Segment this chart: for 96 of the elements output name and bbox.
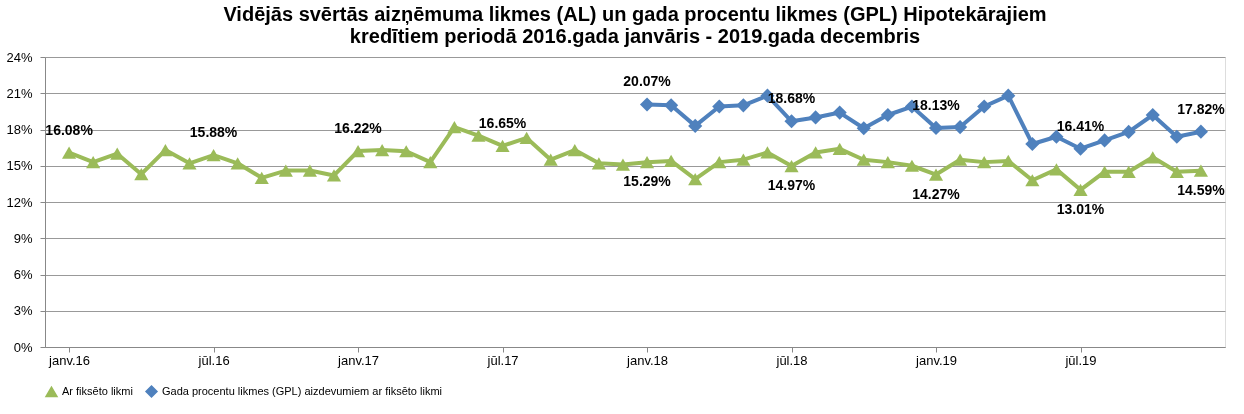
point	[736, 153, 751, 166]
point	[1001, 88, 1016, 103]
point	[784, 159, 799, 173]
point	[953, 120, 968, 135]
point	[1073, 183, 1088, 196]
point	[567, 143, 582, 157]
point	[856, 153, 871, 166]
point	[712, 99, 727, 114]
x-tick-label: jūl.19	[1064, 352, 1097, 368]
y-tick-label: 3%	[13, 303, 33, 319]
x-tick-label: jūl.17	[486, 352, 519, 368]
point	[808, 110, 823, 125]
data-label: 14.97%	[767, 177, 816, 194]
point	[1193, 164, 1208, 177]
point	[206, 148, 221, 162]
point	[423, 156, 438, 169]
point	[856, 121, 871, 136]
point	[399, 145, 414, 158]
point	[904, 159, 920, 172]
point	[1145, 107, 1160, 123]
point	[1073, 141, 1088, 156]
point	[375, 143, 390, 157]
point	[1193, 124, 1208, 139]
data-label: 14.27%	[912, 185, 961, 202]
point	[880, 107, 895, 123]
point	[495, 139, 510, 152]
y-tick-label: 12%	[6, 194, 33, 210]
point	[471, 129, 486, 142]
point	[1169, 129, 1184, 144]
point	[254, 171, 269, 184]
point	[784, 114, 799, 129]
point	[1049, 129, 1064, 144]
point	[615, 158, 631, 171]
point	[1145, 151, 1160, 164]
point	[86, 156, 101, 169]
point	[1025, 136, 1040, 152]
data-label: 20.07%	[623, 73, 672, 90]
point	[134, 168, 149, 181]
x-tick-label: janv.16	[48, 352, 91, 368]
point	[302, 164, 317, 177]
data-label: 16.22%	[334, 120, 383, 137]
x-tick-label: jūl.18	[775, 352, 808, 368]
data-label: 17.82%	[1177, 100, 1226, 117]
data-label: 16.08%	[45, 121, 94, 138]
x-tick-label: janv.17	[337, 352, 380, 368]
point	[736, 98, 751, 113]
point	[639, 156, 655, 169]
point	[519, 131, 534, 145]
point	[880, 156, 895, 169]
point	[953, 153, 968, 166]
data-label: 14.59%	[1177, 181, 1226, 198]
point	[591, 157, 606, 170]
y-tick-label: 0%	[13, 339, 33, 355]
point	[62, 146, 77, 159]
y-tick-label: 15%	[6, 158, 33, 174]
point	[832, 142, 847, 155]
point	[712, 156, 727, 169]
point	[543, 153, 558, 166]
point	[278, 164, 293, 177]
point	[182, 157, 197, 170]
point	[158, 143, 173, 157]
point	[326, 169, 342, 182]
x-tick-label: jūl.16	[197, 352, 230, 368]
point	[664, 98, 679, 113]
x-tick-label: janv.19	[915, 352, 957, 368]
data-label: 13.01%	[1056, 200, 1105, 217]
point	[1121, 165, 1136, 178]
point	[639, 97, 655, 112]
point	[928, 168, 944, 181]
point	[230, 157, 245, 170]
point	[1097, 133, 1112, 148]
point	[447, 120, 462, 134]
point	[688, 172, 703, 186]
y-tick-label: 21%	[6, 85, 33, 101]
point	[808, 146, 823, 159]
point	[1169, 165, 1184, 178]
point	[928, 120, 944, 135]
point	[1025, 174, 1040, 187]
y-tick-label: 6%	[13, 267, 33, 282]
y-tick-label: 9%	[13, 230, 33, 246]
point	[760, 146, 775, 159]
data-label: 15.88%	[189, 124, 238, 141]
point	[977, 99, 992, 114]
legend-label: Gada procentu likmes (GPL) aizdevumiem ar fiksēto likmi	[162, 384, 442, 397]
point	[1121, 124, 1136, 139]
chart-title: Vidējās svērtās aizņēmuma likmes (AL) un gada procentu likmes (GPL) Hipotekārajiem kredītiem periodā 2016.gada janvāris - 2019.gada decembris	[223, 3, 1047, 47]
data-label: 15.29%	[623, 173, 672, 190]
point	[977, 156, 992, 169]
y-tick-label: 24%	[6, 49, 33, 65]
legend-label: Ar fiksēto likmi	[62, 384, 133, 397]
point	[832, 105, 847, 120]
data-label: 16.41%	[1056, 117, 1105, 134]
point	[688, 118, 703, 133]
data-label: 16.65%	[478, 114, 527, 131]
x-tick-label: janv.18	[626, 352, 669, 368]
y-tick-label: 18%	[6, 122, 33, 137]
